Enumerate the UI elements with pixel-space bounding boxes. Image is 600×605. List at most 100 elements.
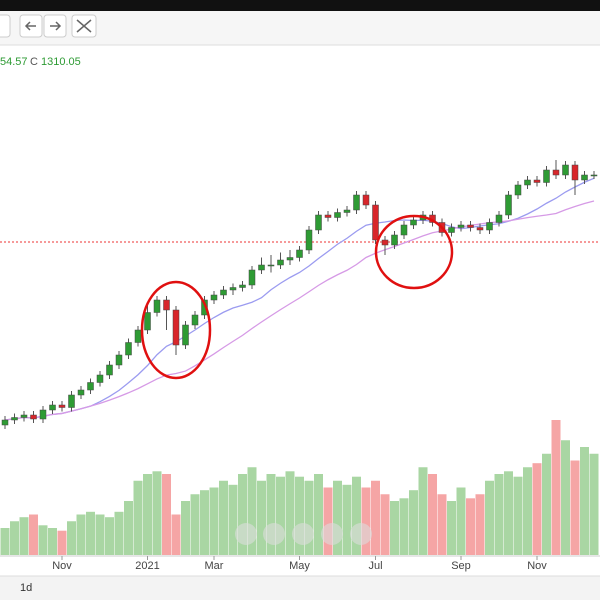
candle-body xyxy=(505,194,512,216)
volume-bar xyxy=(466,498,475,555)
volume-bar xyxy=(333,480,342,555)
candle-body xyxy=(334,212,341,218)
candle-body xyxy=(381,239,389,246)
nav-button[interactable] xyxy=(321,523,343,545)
candle-body xyxy=(324,214,332,218)
volume-bar xyxy=(124,501,133,555)
candle-body xyxy=(552,169,560,176)
volume-bar xyxy=(314,474,323,555)
candle-body xyxy=(467,224,474,228)
plot xyxy=(0,160,600,555)
volume-bar xyxy=(57,530,67,555)
volume-bar xyxy=(76,514,86,555)
volume-bar xyxy=(561,440,570,555)
candle-body xyxy=(353,194,360,211)
candle-body xyxy=(210,294,218,301)
volume-bar xyxy=(570,460,580,555)
volume-bar xyxy=(171,514,181,555)
nav-button[interactable] xyxy=(263,523,285,545)
nav-button[interactable] xyxy=(235,523,257,545)
volume-bar xyxy=(29,514,38,555)
volume-bar xyxy=(38,525,48,555)
x-tick-label: Nov xyxy=(52,560,72,572)
candle-body xyxy=(96,374,104,383)
candle-body xyxy=(163,299,170,311)
volume-bar xyxy=(580,447,589,555)
redo-icon xyxy=(50,21,62,31)
volume-bar xyxy=(181,501,190,555)
volume-bar xyxy=(162,474,171,555)
undo-icon xyxy=(24,21,36,31)
nav-button[interactable] xyxy=(292,523,314,545)
fullscreen-icon xyxy=(76,19,92,33)
candle-body xyxy=(172,309,180,346)
candle-body xyxy=(543,169,550,183)
candle-body xyxy=(391,234,398,246)
volume-bar xyxy=(152,471,162,555)
volume-bar xyxy=(542,453,551,555)
candle-body xyxy=(267,264,275,267)
volume-bar xyxy=(67,521,76,555)
candle-body xyxy=(58,404,66,408)
volume-bar xyxy=(428,474,437,555)
volume-bar xyxy=(295,476,304,555)
candle-body xyxy=(20,414,28,418)
volume-bar xyxy=(409,490,418,555)
candle-body xyxy=(457,224,465,228)
candle-body xyxy=(533,179,541,183)
volume-bar xyxy=(200,490,209,555)
candle-body xyxy=(476,227,484,231)
volume-bar xyxy=(238,474,247,555)
candle-body xyxy=(524,179,531,186)
candle-body xyxy=(305,229,313,251)
candle-body xyxy=(448,227,455,233)
volume-bar xyxy=(485,480,494,555)
x-tick-label: Mar xyxy=(205,560,224,572)
volume-bar xyxy=(371,480,380,555)
volume-bar xyxy=(447,501,456,555)
volume-bar xyxy=(228,484,238,555)
tool-button[interactable] xyxy=(0,14,11,38)
x-tick-label: 2021 xyxy=(135,560,159,572)
volume-bar xyxy=(143,474,152,555)
candle-body xyxy=(581,174,588,181)
interval-button[interactable]: 1d xyxy=(20,582,32,594)
candle-body xyxy=(315,214,322,231)
volume-bar xyxy=(399,498,409,555)
candle-body xyxy=(191,314,199,326)
volume-bar xyxy=(352,476,361,555)
volume-bar xyxy=(532,463,542,555)
candle-body xyxy=(372,204,379,241)
candle-body xyxy=(562,164,569,176)
candle-body xyxy=(343,209,351,213)
volume-bar xyxy=(342,484,352,555)
volume-bar xyxy=(276,476,285,555)
volume-bar xyxy=(390,501,399,555)
x-tick-label: May xyxy=(289,560,310,572)
volume-bar xyxy=(475,494,485,555)
volume-bar xyxy=(551,420,561,555)
header-value: 1310.05 xyxy=(41,56,81,68)
nav-button[interactable] xyxy=(350,523,372,545)
volume-bar xyxy=(133,480,143,555)
volume-bar xyxy=(323,487,333,555)
top-bar xyxy=(0,0,600,11)
candle-body xyxy=(258,264,265,271)
x-tick-label: Sep xyxy=(451,560,471,572)
candle-body xyxy=(514,184,522,196)
bottom-toolbar xyxy=(0,576,600,600)
volume-bar xyxy=(19,517,29,555)
volume-bar xyxy=(266,474,276,555)
volume-bar xyxy=(504,471,513,555)
volume-bar xyxy=(418,467,428,555)
candle-body xyxy=(400,224,408,236)
volume-bar xyxy=(114,511,124,555)
candle-body xyxy=(362,194,370,206)
candle-body xyxy=(77,389,85,396)
candle-body xyxy=(134,329,142,343)
candle-body xyxy=(144,312,151,331)
volume-bar xyxy=(86,511,95,555)
candle-body xyxy=(115,354,123,366)
volume-bar xyxy=(48,528,57,555)
header-value: 54.57 xyxy=(0,56,28,68)
